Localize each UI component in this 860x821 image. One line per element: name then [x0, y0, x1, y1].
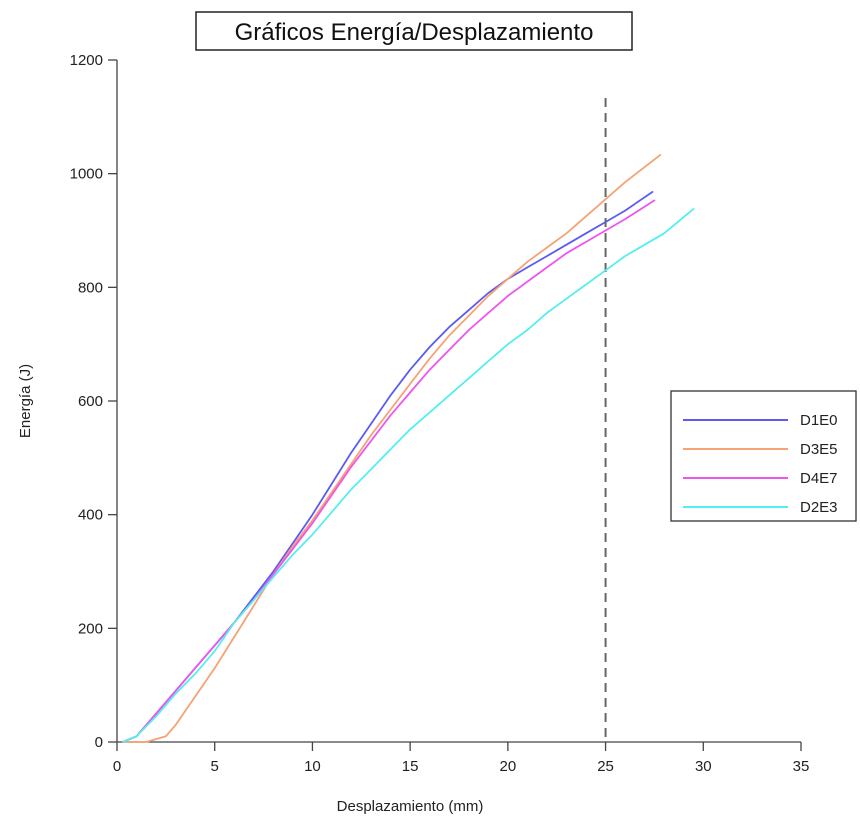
y-axis-title: Energía (J) [17, 364, 34, 438]
legend-label-d2e3: D2E3 [800, 499, 838, 516]
series-lines [122, 153, 695, 743]
y-tick-label: 400 [78, 507, 103, 524]
y-tick-label: 1200 [70, 52, 103, 69]
series-line-d2e3 [122, 207, 695, 743]
series-line-d3e5 [122, 153, 662, 743]
legend-box [670, 390, 857, 522]
x-tick-label: 10 [304, 758, 321, 775]
y-tick-label: 0 [95, 734, 103, 751]
x-tick-label: 35 [793, 758, 810, 775]
x-tick-label: 20 [500, 758, 517, 775]
chart-title: Gráficos Energía/Desplazamiento [235, 19, 594, 46]
x-tick-label: 15 [402, 758, 419, 775]
y-tick-label: 800 [78, 279, 103, 296]
y-tick-label: 1000 [70, 166, 103, 183]
legend: D1E0 D3E5 D4E7 D2E3 [670, 390, 857, 522]
legend-label-d3e5: D3E5 [800, 441, 838, 458]
y-tick-label: 600 [78, 393, 103, 410]
x-axis-ticks: 0 5 10 15 20 25 30 35 [113, 742, 810, 775]
x-tick-label: 30 [695, 758, 712, 775]
series-line-d4e7 [122, 199, 656, 743]
x-tick-label: 0 [113, 758, 121, 775]
x-axis-title: Desplazamiento (mm) [337, 798, 484, 815]
y-axis-ticks: 0 200 400 600 800 1000 1200 [70, 52, 117, 751]
x-tick-label: 25 [597, 758, 614, 775]
chart-title-box [195, 11, 633, 51]
legend-label-d4e7: D4E7 [800, 470, 838, 487]
x-tick-label: 5 [211, 758, 219, 775]
y-tick-label: 200 [78, 620, 103, 637]
legend-label-d1e0: D1E0 [800, 412, 838, 429]
